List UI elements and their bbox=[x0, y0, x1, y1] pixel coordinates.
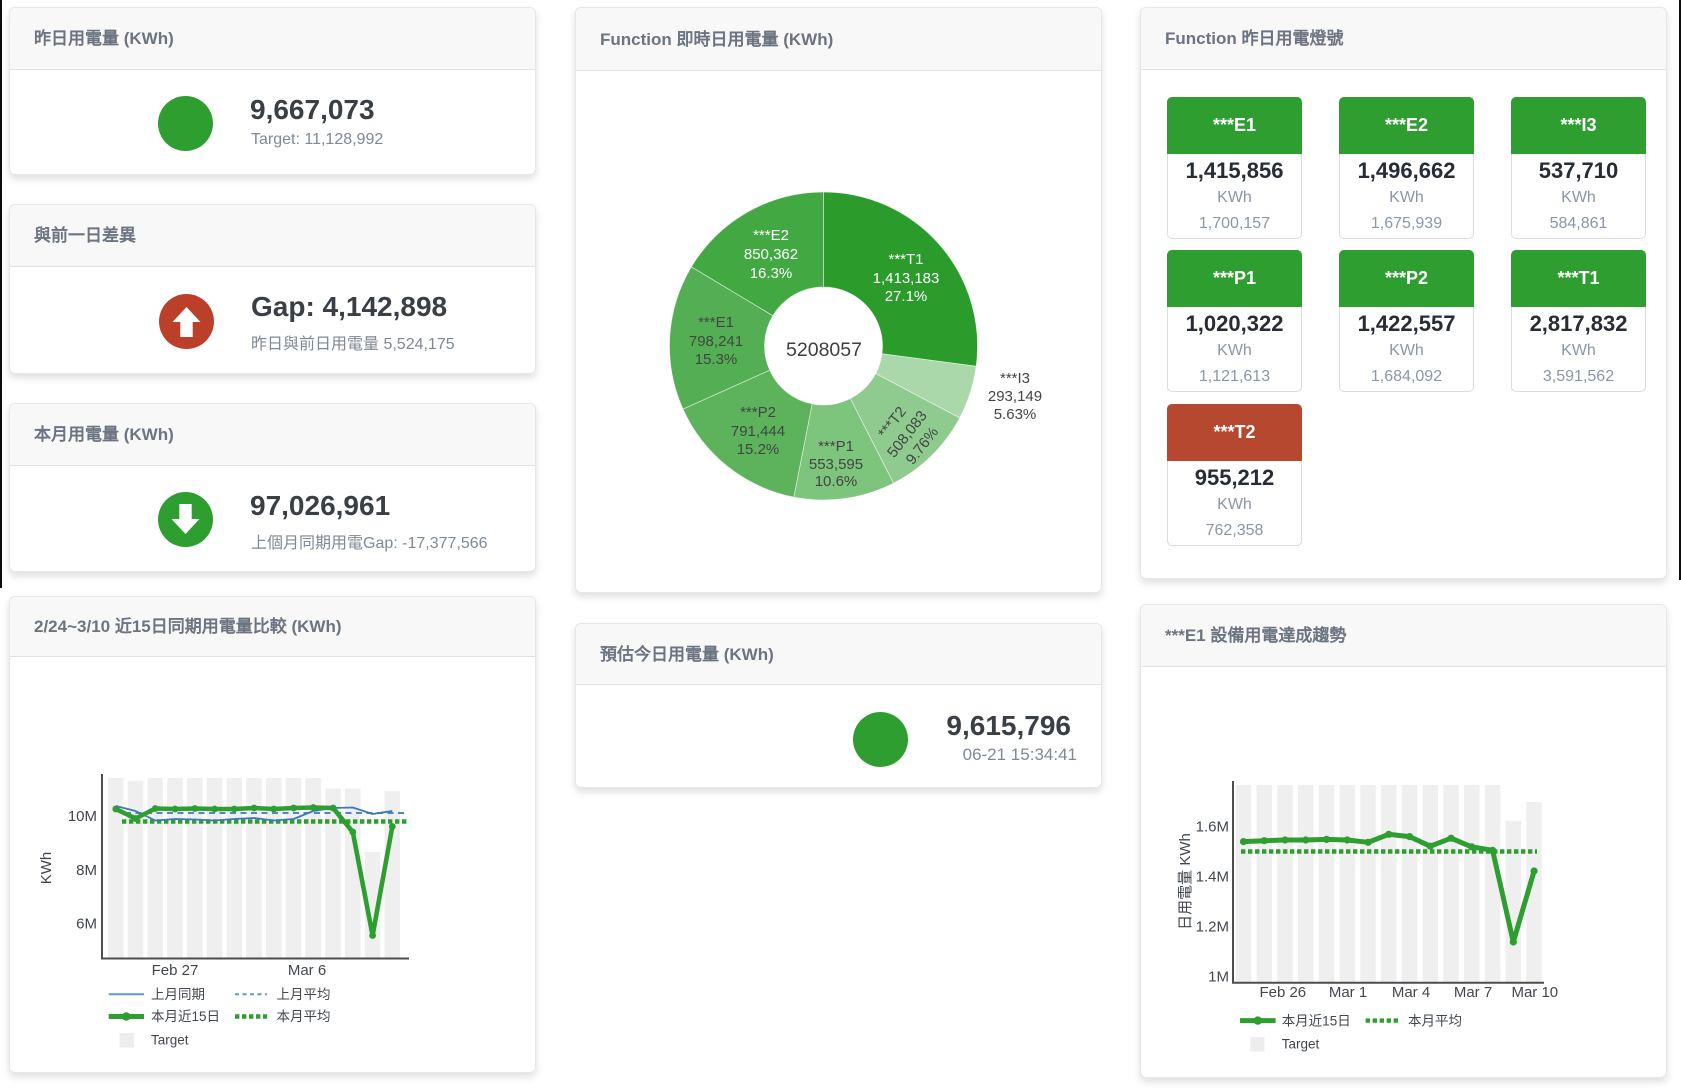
svg-text:日用電量 KWh: 日用電量 KWh bbox=[1177, 833, 1194, 930]
svg-text:Mar 10: Mar 10 bbox=[1511, 984, 1558, 1001]
svg-text:Target: Target bbox=[151, 1033, 189, 1048]
svg-text:Target: Target bbox=[1282, 1037, 1320, 1052]
svg-text:Mar 1: Mar 1 bbox=[1329, 984, 1367, 1001]
svg-text:798,241: 798,241 bbox=[689, 333, 743, 350]
svg-text:5.63%: 5.63% bbox=[994, 406, 1037, 423]
svg-text:1M: 1M bbox=[1208, 968, 1229, 985]
svg-text:***P2: ***P2 bbox=[740, 404, 776, 421]
svg-text:上月平均: 上月平均 bbox=[277, 987, 331, 1002]
svg-text:1.4M: 1.4M bbox=[1196, 868, 1229, 885]
svg-text:15.3%: 15.3% bbox=[695, 351, 738, 368]
svg-text:293,149: 293,149 bbox=[988, 388, 1042, 405]
svg-text:5208057: 5208057 bbox=[786, 339, 862, 361]
svg-text:8M: 8M bbox=[76, 862, 97, 879]
svg-text:1.2M: 1.2M bbox=[1196, 918, 1229, 935]
svg-text:Mar 7: Mar 7 bbox=[1454, 984, 1492, 1001]
svg-text:Feb 26: Feb 26 bbox=[1259, 984, 1306, 1001]
svg-text:KWh: KWh bbox=[38, 852, 55, 885]
svg-text:Mar 6: Mar 6 bbox=[288, 962, 326, 979]
svg-text:上月同期: 上月同期 bbox=[151, 987, 205, 1002]
svg-text:10M: 10M bbox=[68, 808, 97, 825]
svg-text:10.6%: 10.6% bbox=[815, 473, 858, 490]
svg-text:1,413,183: 1,413,183 bbox=[873, 270, 940, 287]
svg-text:16.3%: 16.3% bbox=[750, 265, 793, 282]
svg-text:6M: 6M bbox=[76, 916, 97, 933]
svg-text:850,362: 850,362 bbox=[744, 246, 798, 263]
svg-text:本月近15日: 本月近15日 bbox=[1282, 1013, 1351, 1028]
svg-text:***I3: ***I3 bbox=[1000, 370, 1030, 387]
svg-text:Mar 4: Mar 4 bbox=[1392, 984, 1430, 1001]
svg-text:Feb 27: Feb 27 bbox=[152, 962, 199, 979]
svg-text:本月平均: 本月平均 bbox=[1408, 1013, 1462, 1028]
svg-text:15.2%: 15.2% bbox=[737, 441, 780, 458]
svg-text:***E1: ***E1 bbox=[698, 314, 734, 331]
svg-text:***P1: ***P1 bbox=[818, 438, 854, 455]
svg-text:791,444: 791,444 bbox=[731, 423, 785, 440]
svg-text:本月近15日: 本月近15日 bbox=[151, 1009, 220, 1024]
svg-text:***T1: ***T1 bbox=[888, 251, 923, 268]
svg-text:553,595: 553,595 bbox=[809, 456, 863, 473]
svg-text:***E2: ***E2 bbox=[753, 227, 789, 244]
svg-text:1.6M: 1.6M bbox=[1196, 818, 1229, 835]
svg-text:27.1%: 27.1% bbox=[885, 288, 928, 305]
svg-text:本月平均: 本月平均 bbox=[277, 1009, 331, 1024]
